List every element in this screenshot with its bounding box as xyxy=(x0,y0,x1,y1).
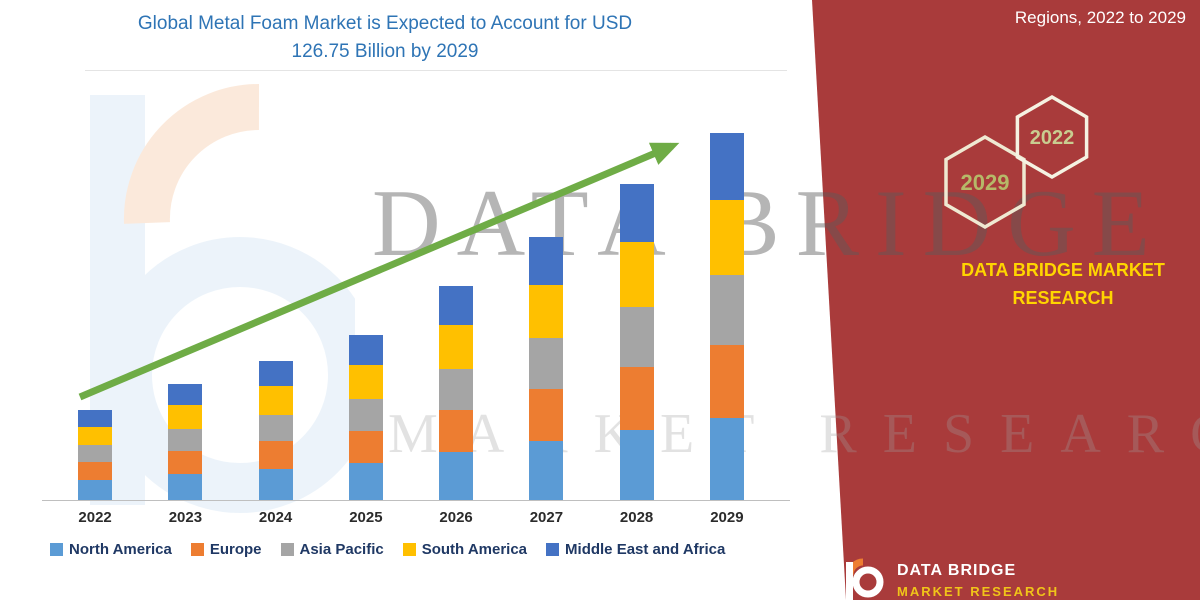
legend-swatch xyxy=(50,543,63,556)
x-axis-label-2025: 2025 xyxy=(349,509,383,526)
watermark-text-marketresearch: MARKET RESEARCH xyxy=(388,403,1200,465)
legend-swatch xyxy=(280,543,294,556)
bar-segment-2029-middle-east-and-africa xyxy=(709,133,744,200)
hexagon-year-2029: 2029 xyxy=(961,170,1010,195)
brand-text: DATA BRIDGE MARKET RESEARCH xyxy=(928,256,1198,312)
bar-segment-2028-asia-pacific xyxy=(619,306,654,367)
footer-logo-title: DATA BRIDGE xyxy=(897,562,1017,579)
legend-item-asia-pacific: Asia Pacific xyxy=(280,541,384,558)
bar-segment-2028-north-america xyxy=(619,429,654,500)
bar-segment-2029-north-america xyxy=(709,418,744,500)
year-hexagons: 2029 2022 xyxy=(944,94,1089,230)
x-axis-label-2028: 2028 xyxy=(619,509,654,526)
bar-segment-2027-north-america xyxy=(529,441,564,500)
chart-legend: North America Europe Asia Pacific South Ame… xyxy=(50,541,725,558)
legend-label: South America xyxy=(421,541,528,558)
legend-item-north-america: North America xyxy=(50,541,172,558)
bar-segment-2026-south-america xyxy=(439,325,474,369)
legend-swatch xyxy=(190,543,204,556)
brand-text-line1: DATA BRIDGE MARKET xyxy=(961,260,1165,280)
bar-segment-2029-asia-pacific xyxy=(709,275,744,346)
side-panel-heading: Regions, 2022 to 2029 xyxy=(1014,8,1186,27)
bar-segment-2022-europe xyxy=(78,461,113,480)
bar-segment-2026-middle-east-and-africa xyxy=(439,285,474,326)
bar-segment-2028-middle-east-and-africa xyxy=(619,184,654,243)
bar-segment-2022-south-america xyxy=(78,426,113,445)
x-axis-label-2024: 2024 xyxy=(258,509,293,526)
watermark-text-databridge: DATA BRIDGE xyxy=(372,170,1166,276)
bar-segment-2024-asia-pacific xyxy=(258,414,293,442)
x-axis-label-2029: 2029 xyxy=(710,509,744,526)
bar-segment-2023-north-america xyxy=(168,473,203,500)
legend-swatch xyxy=(402,543,416,556)
bar-segment-2025-europe xyxy=(348,430,383,464)
hexagon-2022 xyxy=(1015,94,1089,180)
bar-segment-2025-asia-pacific xyxy=(348,398,383,431)
legend-label: Middle East and Africa xyxy=(565,541,726,558)
bar-segment-2029-europe xyxy=(709,345,744,419)
bar-segment-2024-europe xyxy=(258,441,293,469)
bar-segment-2026-asia-pacific xyxy=(439,368,474,410)
bar-segment-2023-south-america xyxy=(168,405,203,429)
bar-segment-2023-asia-pacific xyxy=(168,428,203,451)
bar-segment-2026-europe xyxy=(439,409,474,453)
bar-segment-2027-middle-east-and-africa xyxy=(529,236,564,285)
legend-item-south-america: South America xyxy=(402,541,528,558)
databridge-logo-icon xyxy=(846,558,884,600)
legend-item-europe: Europe xyxy=(190,541,262,558)
chart-title-line2: 126.75 Billion by 2029 xyxy=(291,41,479,62)
brand-text-line2: RESEARCH xyxy=(1012,288,1114,308)
bar-segment-2028-europe xyxy=(619,366,654,430)
bar-segment-2027-europe xyxy=(529,388,564,442)
bar-segment-2027-asia-pacific xyxy=(529,338,564,389)
legend-swatch xyxy=(546,543,560,556)
bar-segment-2027-south-america xyxy=(529,284,564,339)
legend-label: North America xyxy=(69,541,172,558)
chart-title: Global Metal Foam Market is Expected to … xyxy=(60,10,710,66)
bar-segment-2023-europe xyxy=(168,450,203,474)
bar-segment-2023-middle-east-and-africa xyxy=(168,384,203,405)
x-axis-line xyxy=(42,500,790,501)
footer-logo-text: DATA BRIDGE MARKET RESEARCH xyxy=(897,554,1059,599)
bar-segment-2024-south-america xyxy=(258,386,293,415)
x-axis-label-2026: 2026 xyxy=(439,509,473,526)
bar-segment-2029-south-america xyxy=(709,200,744,275)
chart-title-line1: Global Metal Foam Market is Expected to … xyxy=(137,13,633,34)
bar-segment-2022-asia-pacific xyxy=(78,444,113,462)
bar-segment-2022-middle-east-and-africa xyxy=(78,410,113,427)
bar-segment-2025-south-america xyxy=(348,365,383,399)
bar-segment-2024-north-america xyxy=(258,469,293,500)
x-axis-label-2023: 2023 xyxy=(168,509,203,526)
hexagon-year-2022: 2022 xyxy=(1030,127,1075,149)
x-axis-label-2027: 2027 xyxy=(529,509,564,526)
bar-segment-2025-north-america xyxy=(348,463,383,500)
footer-logo: DATA BRIDGE MARKET RESEARCH xyxy=(840,554,1059,600)
legend-item-middle-east-and-africa: Middle East and Africa xyxy=(546,541,725,558)
bar-segment-2028-south-america xyxy=(619,242,654,307)
plot-top-gridline xyxy=(85,70,787,71)
bar-segment-2026-north-america xyxy=(439,452,474,500)
bar-segment-2022-north-america xyxy=(78,479,113,500)
legend-label: Asia Pacific xyxy=(299,541,384,558)
bar-segment-2024-middle-east-and-africa xyxy=(258,361,293,387)
x-axis-label-2022: 2022 xyxy=(78,509,112,526)
legend-label: Europe xyxy=(209,541,262,558)
footer-logo-subtitle: MARKET RESEARCH xyxy=(897,584,1060,599)
bar-segment-2025-middle-east-and-africa xyxy=(348,335,383,366)
